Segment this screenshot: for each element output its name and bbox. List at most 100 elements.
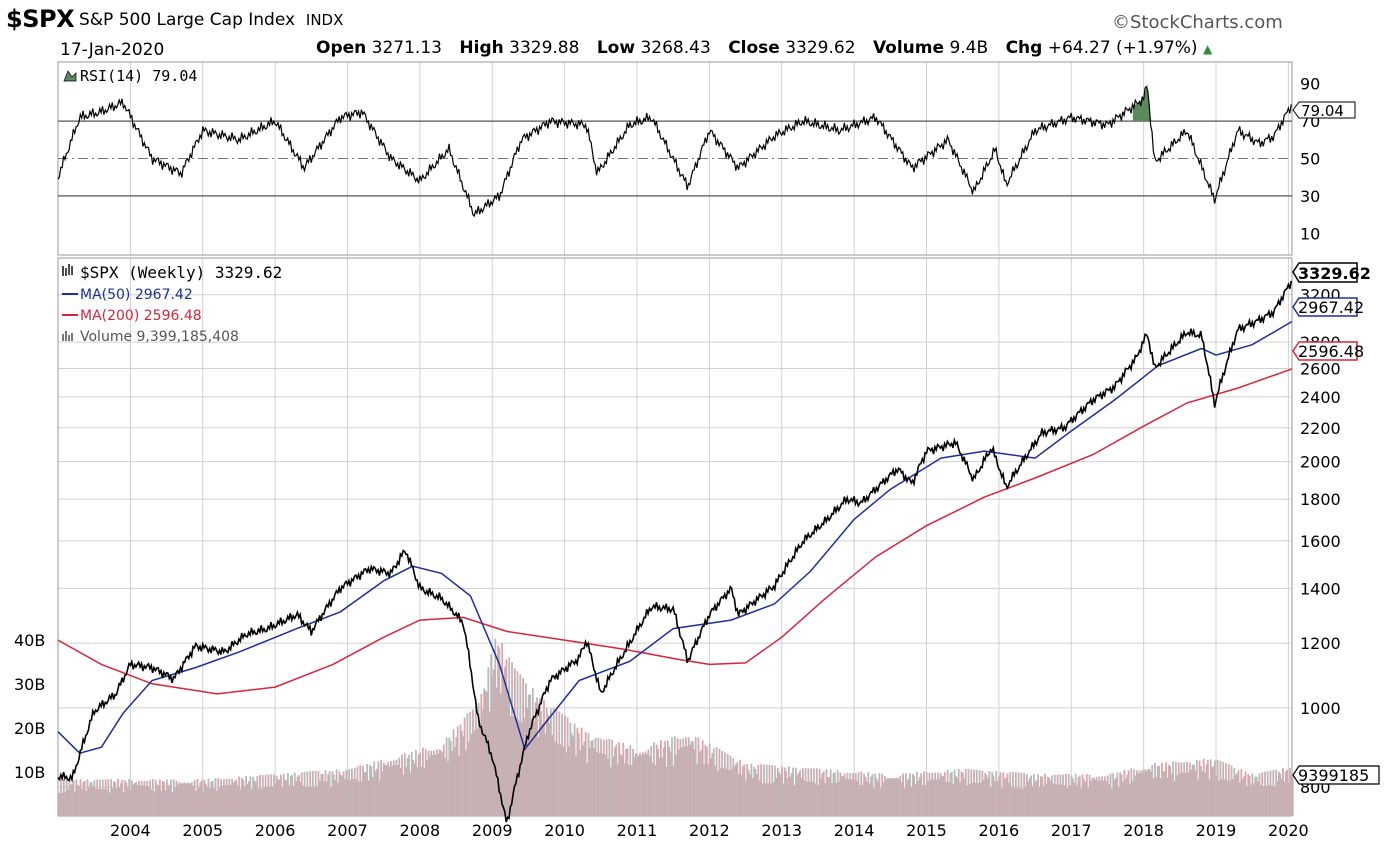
volume-bar: [960, 771, 963, 816]
volume-bar: [884, 776, 886, 816]
volume-bar: [348, 769, 350, 816]
volume-bar: [341, 775, 344, 816]
volume-bar: [447, 761, 449, 816]
year-tick-label: 2020: [1268, 821, 1309, 840]
volume-bar: [129, 790, 132, 816]
volume-bar: [1147, 769, 1149, 816]
volume-bar: [383, 762, 385, 816]
volume-bar: [928, 772, 931, 816]
brand-link[interactable]: ©StockCharts.com: [1112, 12, 1283, 33]
volume-bar: [1113, 780, 1116, 816]
year-tick-label: 2008: [400, 821, 441, 840]
volume-bar: [1021, 789, 1024, 816]
volume-bar: [628, 764, 630, 816]
volume-bar: [998, 776, 1000, 816]
volume-bar: [802, 768, 804, 816]
volume-bar: [821, 773, 824, 816]
volume-bar: [973, 769, 975, 816]
volume-bar: [636, 754, 639, 816]
volume-bar: [58, 792, 61, 816]
volume-bar: [106, 790, 108, 816]
volume-bar: [658, 757, 661, 816]
volume-bar: [355, 779, 357, 816]
volume-bar: [1023, 772, 1026, 816]
volume-bar: [409, 772, 412, 816]
volume-bar: [797, 772, 800, 816]
volume-bar: [1102, 780, 1105, 816]
volume-bar: [305, 786, 307, 816]
volume-bar: [1008, 783, 1010, 816]
volume-bar: [177, 784, 179, 816]
volume-bar: [481, 709, 484, 816]
volume-bar: [135, 782, 138, 816]
volume-bar: [401, 754, 403, 816]
volume-bar: [724, 752, 726, 816]
volume-bar: [931, 772, 934, 816]
volume-bar: [362, 765, 364, 816]
year-tick-label: 2012: [689, 821, 730, 840]
year-tick-label: 2016: [979, 821, 1020, 840]
volume-bar: [1041, 776, 1044, 816]
volume-bar: [678, 749, 680, 816]
volume-bar: [834, 772, 836, 816]
volume-bar: [526, 707, 529, 816]
volume-bar: [999, 772, 1002, 816]
volume-bar: [477, 703, 480, 816]
volume-bar: [950, 772, 953, 816]
volume-bar: [1028, 777, 1031, 816]
volume-bar: [402, 774, 405, 816]
volume-bar: [579, 750, 582, 816]
volume-bar: [221, 785, 224, 816]
volume-bar: [779, 774, 782, 816]
volume-bar: [419, 752, 421, 816]
volume-bar: [667, 740, 669, 816]
volume-bar: [576, 727, 579, 816]
volume-bar: [868, 783, 871, 816]
volume-bar: [600, 738, 602, 816]
volume-bar: [914, 784, 917, 816]
volume-bar: [74, 791, 76, 816]
volume-bar: [370, 766, 373, 816]
volume-bar: [172, 779, 175, 816]
volume-bar: [673, 736, 676, 816]
volume-bar: [870, 776, 872, 816]
volume-bar: [1241, 778, 1244, 816]
volume-bar: [882, 782, 885, 816]
volume-bar: [171, 792, 174, 816]
volume-bar: [260, 788, 263, 816]
volume-bar: [945, 782, 948, 816]
volume-bar: [861, 784, 864, 816]
volume-bar: [218, 787, 221, 816]
volume-bar: [467, 741, 470, 816]
volume-bar: [280, 774, 282, 816]
volume-bar: [589, 747, 591, 816]
volume-bar: [906, 780, 909, 816]
volume-bar: [189, 783, 192, 816]
volume-bar: [653, 742, 655, 816]
volume-bar: [1166, 777, 1169, 816]
volume-bar: [200, 780, 203, 816]
volume-bar: [956, 778, 959, 816]
volume-bar: [687, 737, 690, 816]
volume-bar: [1076, 785, 1078, 816]
volume-bar: [810, 768, 813, 816]
year-tick-label: 2013: [761, 821, 802, 840]
volume-bar: [413, 763, 416, 816]
volume-bar: [1275, 769, 1277, 816]
volume-bar: [488, 711, 491, 816]
volume-bar: [729, 755, 732, 816]
volume-bar: [497, 645, 499, 816]
volume-bar: [1191, 764, 1194, 816]
year-tick-label: 2010: [544, 821, 585, 840]
volume-bar: [1246, 786, 1248, 816]
volume-legend-text: Volume 9,399,185,408: [80, 329, 239, 345]
volume-bar: [747, 770, 750, 816]
volume-bar: [387, 762, 389, 816]
volume-bar: [813, 768, 815, 816]
volume-bar: [476, 728, 479, 816]
volume-bar: [519, 674, 522, 816]
year-tick-label: 2006: [255, 821, 296, 840]
volume-bar: [543, 700, 545, 816]
volume-bar: [790, 772, 793, 816]
volume-bar: [966, 785, 968, 816]
